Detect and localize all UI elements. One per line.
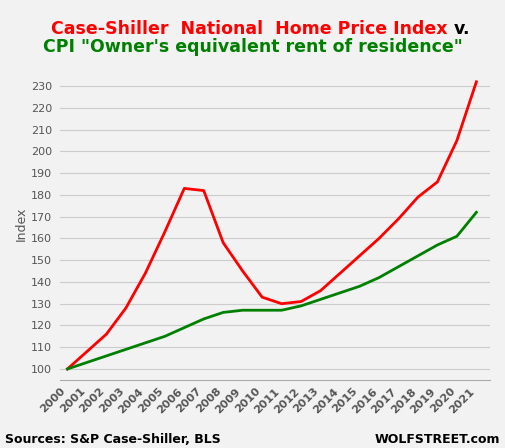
Text: WOLFSTREET.com: WOLFSTREET.com [374,433,500,446]
Text: CPI "Owner's equivalent rent of residence": CPI "Owner's equivalent rent of residenc… [42,38,463,56]
Text: Sources: S&P Case-Shiller, BLS: Sources: S&P Case-Shiller, BLS [5,433,221,446]
Text: Case-Shiller  National  Home Price Index: Case-Shiller National Home Price Index [51,20,454,38]
Y-axis label: Index: Index [15,207,28,241]
Text: v.: v. [454,20,470,38]
